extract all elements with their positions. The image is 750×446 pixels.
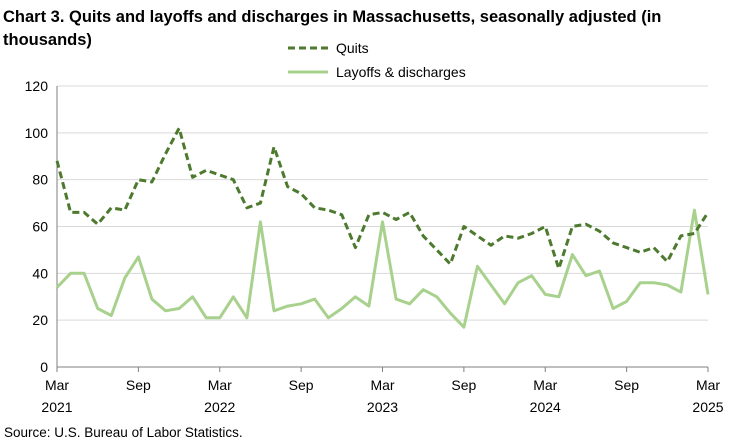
legend-label: Quits [336, 40, 369, 56]
x-tick-year: 2025 [692, 399, 723, 415]
series-line-quits [55, 126, 710, 271]
x-tick-year: 2024 [530, 399, 561, 415]
y-tick-label: 80 [32, 172, 48, 188]
y-axis-tick-labels: 0 20 40 60 80 100 120 [25, 78, 49, 375]
chart-title: Chart 3. Quits and layoffs and discharge… [3, 8, 662, 49]
x-tick-month: Sep [614, 377, 639, 393]
y-tick-label: 60 [32, 219, 48, 235]
x-tick-month: Mar [45, 377, 69, 393]
data-series [55, 126, 710, 329]
y-tick-label: 40 [32, 265, 48, 281]
y-tick-label: 120 [25, 78, 49, 94]
source-note: Source: U.S. Bureau of Labor Statistics. [4, 425, 243, 440]
x-tick-month: Mar [208, 377, 232, 393]
legend: Quits Layoffs & discharges [288, 40, 466, 80]
x-tick-month: Sep [289, 377, 314, 393]
x-axis: Mar 2021 Sep Mar 2022 Sep Mar 2023 Sep Mar 2024 Sep… [41, 86, 724, 415]
legend-label: Layoffs & discharges [336, 64, 466, 80]
x-tick-year: 2022 [204, 399, 235, 415]
y-tick-label: 20 [32, 312, 48, 328]
y-tick-label: 100 [25, 125, 49, 141]
x-tick-month: Mar [370, 377, 394, 393]
x-tick-month: Mar [696, 377, 720, 393]
series-line-layoffs-discharges [55, 208, 710, 329]
x-tick-month: Sep [451, 377, 476, 393]
x-tick-month: Sep [126, 377, 151, 393]
x-tick-month: Mar [533, 377, 557, 393]
x-tick-year: 2021 [41, 399, 72, 415]
x-tick-year: 2023 [367, 399, 398, 415]
y-tick-label: 0 [40, 359, 48, 375]
gridlines [57, 85, 708, 321]
